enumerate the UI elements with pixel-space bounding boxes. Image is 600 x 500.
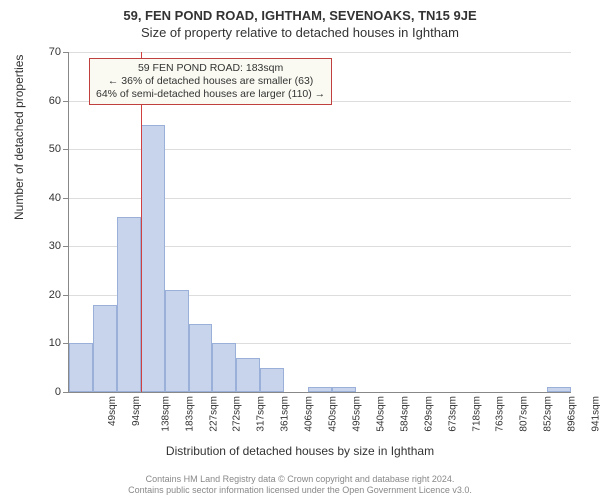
histogram-bar (93, 305, 117, 392)
x-tick-label: 763sqm (495, 396, 506, 432)
histogram-bar (308, 387, 332, 392)
y-tick (63, 246, 69, 247)
x-tick-label: 673sqm (447, 396, 458, 432)
y-tick-label: 30 (49, 240, 61, 252)
y-tick (63, 101, 69, 102)
x-tick-label: 941sqm (591, 396, 600, 432)
chart-plot-area: 01020304050607049sqm94sqm138sqm183sqm227… (68, 52, 571, 393)
histogram-bar (547, 387, 571, 392)
chart-title-1: 59, FEN POND ROAD, IGHTHAM, SEVENOAKS, T… (0, 0, 600, 23)
x-tick-label: 183sqm (184, 396, 195, 432)
x-tick-label: 406sqm (304, 396, 315, 432)
y-tick (63, 52, 69, 53)
histogram-bar (141, 125, 165, 392)
x-tick-label: 227sqm (208, 396, 219, 432)
footer-attribution: Contains HM Land Registry data © Crown c… (0, 474, 600, 496)
y-tick (63, 295, 69, 296)
x-tick-label: 49sqm (107, 396, 118, 426)
annotation-line2: ← 36% of detached houses are smaller (63… (108, 75, 313, 87)
x-tick-label: 852sqm (543, 396, 554, 432)
x-tick-label: 272sqm (232, 396, 243, 432)
x-tick-label: 495sqm (352, 396, 363, 432)
footer-line1: Contains HM Land Registry data © Crown c… (146, 474, 455, 484)
histogram-bar (189, 324, 213, 392)
histogram-bar (69, 343, 93, 392)
x-tick-label: 450sqm (328, 396, 339, 432)
y-tick-label: 50 (49, 143, 61, 155)
x-axis-title: Distribution of detached houses by size … (0, 444, 600, 458)
histogram-bar (260, 368, 284, 392)
gridline (69, 52, 571, 53)
histogram-bar (212, 343, 236, 392)
histogram-bar (332, 387, 356, 392)
x-tick-label: 896sqm (567, 396, 578, 432)
annotation-line1: 59 FEN POND ROAD: 183sqm (138, 62, 283, 74)
y-tick-label: 20 (49, 289, 61, 301)
chart-title-2: Size of property relative to detached ho… (0, 23, 600, 40)
y-tick (63, 198, 69, 199)
x-tick-label: 540sqm (375, 396, 386, 432)
x-tick-label: 584sqm (399, 396, 410, 432)
y-tick (63, 149, 69, 150)
x-tick-label: 807sqm (519, 396, 530, 432)
x-tick-label: 138sqm (160, 396, 171, 432)
footer-line2: Contains public sector information licen… (128, 485, 472, 495)
y-tick-label: 60 (49, 95, 61, 107)
y-tick-label: 10 (49, 337, 61, 349)
x-tick-label: 629sqm (423, 396, 434, 432)
histogram-bar (165, 290, 189, 392)
x-tick-label: 94sqm (131, 396, 142, 426)
histogram-bar (117, 217, 141, 392)
annotation-line3: 64% of semi-detached houses are larger (… (96, 88, 325, 100)
y-tick (63, 392, 69, 393)
x-tick-label: 361sqm (280, 396, 291, 432)
y-tick-label: 40 (49, 192, 61, 204)
x-tick-label: 317sqm (256, 396, 267, 432)
y-axis-title: Number of detached properties (12, 55, 26, 220)
y-tick-label: 0 (55, 386, 61, 398)
x-tick-label: 718sqm (471, 396, 482, 432)
histogram-bar (236, 358, 260, 392)
y-tick-label: 70 (49, 46, 61, 58)
annotation-box: 59 FEN POND ROAD: 183sqm← 36% of detache… (89, 58, 332, 105)
